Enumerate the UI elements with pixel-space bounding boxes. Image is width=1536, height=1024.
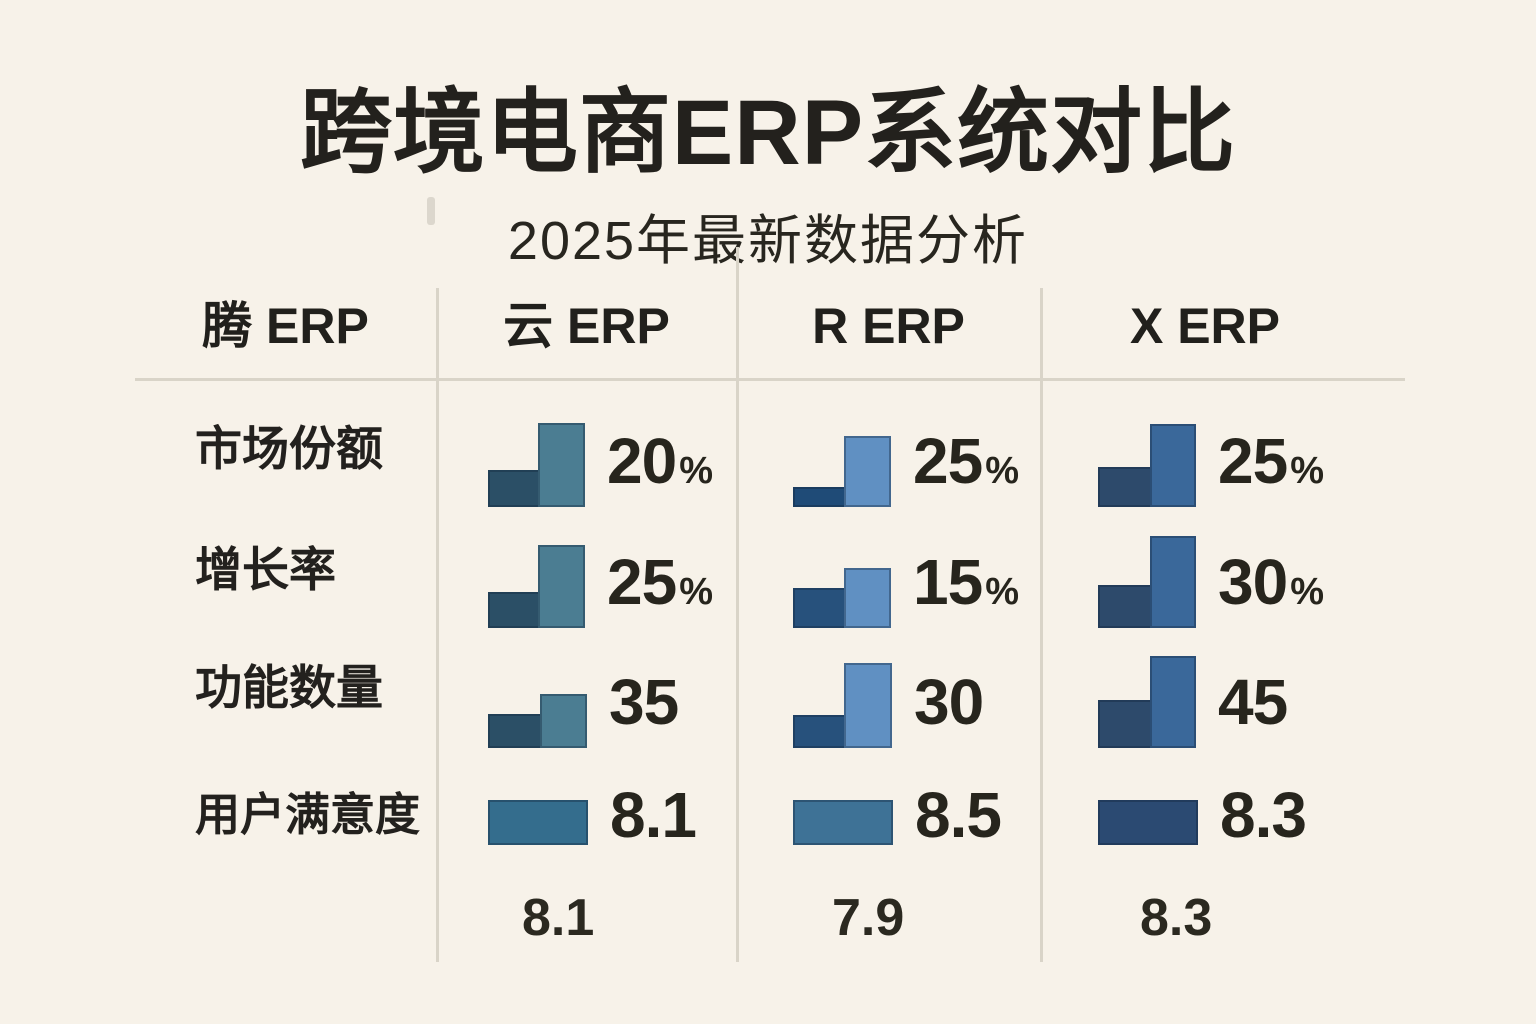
value-suffix: % (1290, 450, 1324, 492)
subtitle-tick-mark (427, 197, 435, 225)
satisfaction-bar (1098, 800, 1198, 845)
value-suffix: % (985, 450, 1019, 492)
value-suffix: % (1290, 571, 1324, 613)
table-row-feature-count: 功能数量 35 30 45 (0, 633, 1536, 748)
metric-value: 25% (1218, 425, 1324, 497)
column-header-x-erp: X ERP (1129, 298, 1281, 354)
metric-value: 8.5 (915, 783, 1004, 847)
table-row-market-share: 市场份额 20% 25% 25% (0, 392, 1536, 507)
metric-value: 20% (607, 425, 713, 497)
metric-cell: 45 (1098, 656, 1290, 748)
value-suffix: % (985, 571, 1019, 613)
metric-cell: 25% (793, 425, 1019, 507)
table-row-growth-rate: 增长率 25% 15% 30% (0, 513, 1536, 628)
mini-bar-chart (488, 423, 585, 507)
value-number: 30 (1218, 546, 1288, 618)
mini-bar-chart (793, 663, 892, 748)
value-number: 20 (607, 425, 677, 497)
metric-cell: 8.1 (488, 783, 699, 847)
bar-segment (488, 714, 542, 748)
value-number: 8.3 (1220, 779, 1307, 851)
bar-segment (1098, 585, 1152, 628)
value-number: 8.1 (610, 779, 697, 851)
footer-score-x-erp: 8.3 (1140, 889, 1213, 947)
metric-value: 35 (609, 670, 681, 734)
column-header-teng-erp: 腾 ERP (202, 298, 369, 354)
mini-bar-chart (793, 436, 891, 507)
page-subtitle: 2025年最新数据分析 (507, 211, 1029, 271)
value-number: 35 (609, 666, 679, 738)
column-header-r-erp: R ERP (812, 298, 965, 354)
metric-value: 8.1 (610, 783, 699, 847)
header-underline (135, 378, 1405, 381)
metric-value: 25% (913, 425, 1019, 497)
page-title: 跨境电商ERP系统对比 (299, 82, 1237, 184)
value-number: 8.5 (915, 779, 1002, 851)
metric-value: 30% (1218, 546, 1324, 618)
column-divider-1 (436, 288, 439, 962)
satisfaction-bar (793, 800, 893, 845)
bar-segment (793, 800, 893, 845)
value-number: 30 (914, 666, 984, 738)
metric-cell: 25% (1098, 424, 1324, 507)
metric-label: 功能数量 (195, 661, 383, 714)
metric-cell: 25% (488, 545, 713, 628)
mini-bar-chart (1098, 424, 1196, 507)
metric-value: 8.3 (1220, 783, 1309, 847)
metric-cell: 30 (793, 663, 986, 748)
bar-segment (844, 663, 892, 748)
metric-value: 25% (607, 546, 713, 618)
metric-cell: 20% (488, 423, 713, 507)
value-number: 45 (1218, 666, 1288, 738)
bar-segment (793, 487, 846, 507)
bar-segment (1150, 656, 1196, 748)
value-number: 15 (913, 546, 983, 618)
value-number: 25 (607, 546, 677, 618)
metric-cell: 30% (1098, 536, 1324, 628)
mini-bar-chart (1098, 656, 1196, 748)
bar-segment (538, 545, 585, 628)
column-divider-2 (736, 247, 739, 962)
bar-segment (488, 592, 540, 628)
value-number: 25 (1218, 425, 1288, 497)
footer-score-r-erp: 7.9 (832, 889, 905, 947)
metric-cell: 8.3 (1098, 783, 1309, 847)
column-divider-3 (1040, 288, 1043, 962)
mini-bar-chart (488, 545, 585, 628)
mini-bar-chart (1098, 536, 1196, 628)
value-number: 25 (913, 425, 983, 497)
bar-segment (793, 588, 846, 628)
column-header-yun-erp: 云 ERP (503, 298, 670, 354)
metric-label: 市场份额 (195, 422, 383, 475)
metric-cell: 8.5 (793, 783, 1004, 847)
bar-segment (540, 694, 587, 748)
table-row-user-satisfaction: 用户满意度 8.1 8.5 8.3 (0, 730, 1536, 847)
bar-segment (488, 800, 588, 845)
footer-score-yun-erp: 8.1 (522, 889, 595, 947)
value-suffix: % (679, 450, 713, 492)
value-suffix: % (679, 571, 713, 613)
bar-segment (488, 470, 540, 507)
bar-segment (1150, 424, 1196, 507)
metric-label: 增长率 (195, 543, 336, 596)
satisfaction-bar (488, 800, 588, 845)
metric-cell: 15% (793, 546, 1019, 628)
bar-segment (538, 423, 585, 507)
bar-segment (844, 568, 891, 628)
metric-value: 30 (914, 670, 986, 734)
bar-segment (1098, 467, 1152, 507)
metric-value: 45 (1218, 670, 1290, 734)
bar-segment (1150, 536, 1196, 628)
bar-segment (844, 436, 891, 507)
metric-label: 用户满意度 (195, 789, 421, 840)
mini-bar-chart (488, 694, 587, 748)
mini-bar-chart (793, 568, 891, 628)
metric-value: 15% (913, 546, 1019, 618)
bar-segment (1098, 700, 1152, 748)
bar-segment (1098, 800, 1198, 845)
metric-cell: 35 (488, 670, 681, 748)
